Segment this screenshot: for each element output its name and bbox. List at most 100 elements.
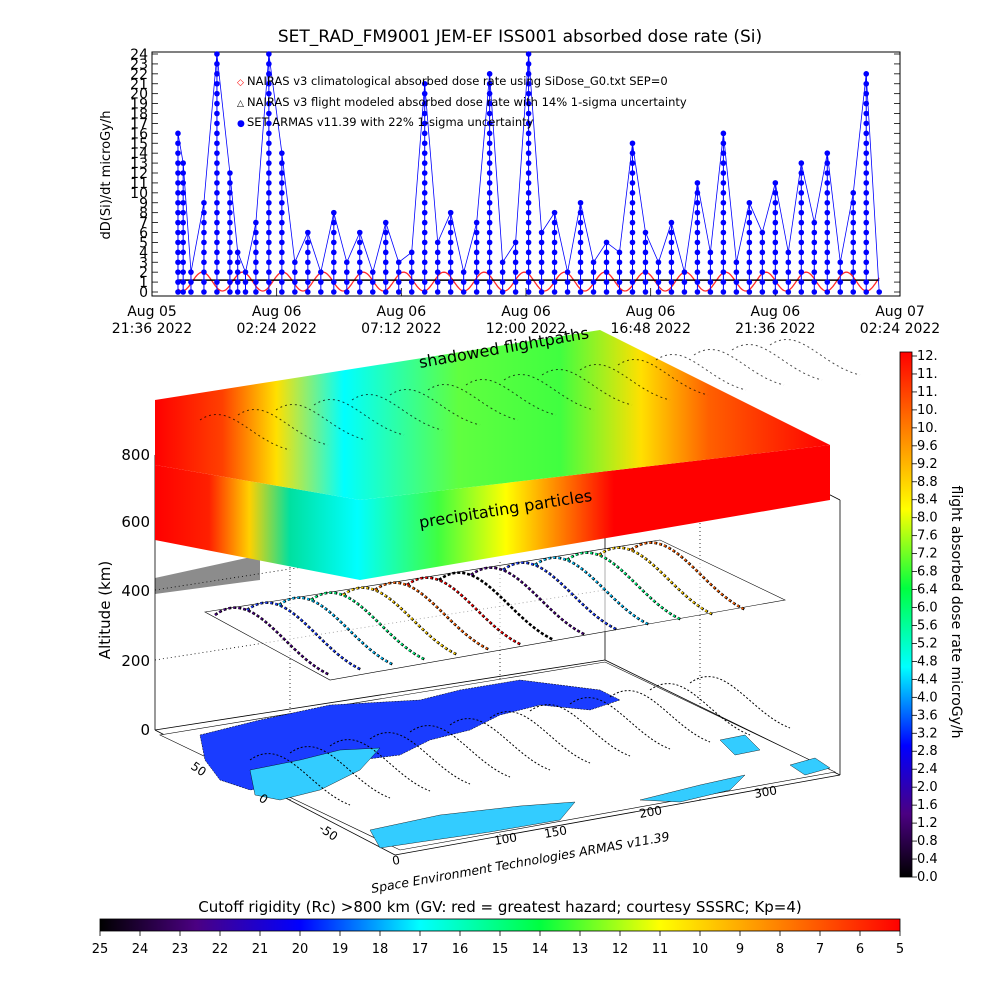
armas-point (180, 269, 186, 275)
armas-point (850, 219, 857, 226)
armas-point (201, 269, 207, 275)
armas-point (331, 259, 337, 266)
armas-point (253, 259, 259, 266)
armas-point (331, 239, 337, 246)
armas-point (525, 269, 532, 275)
armas-point (447, 249, 454, 256)
armas-point (421, 229, 428, 236)
armas-point (331, 229, 337, 236)
slab-stripe (503, 374, 595, 411)
armas-point (551, 229, 558, 236)
armas-point (629, 279, 636, 285)
armas-point (603, 249, 610, 256)
dose-colorbar-tick-label: 1.2 (917, 816, 938, 831)
armas-point (863, 160, 870, 166)
armas-point (759, 269, 766, 275)
armas-point (486, 120, 493, 127)
armas-point (227, 259, 233, 266)
armas-point (798, 279, 805, 285)
armas-point (720, 150, 727, 156)
armas-point (266, 259, 272, 266)
armas-point (266, 140, 272, 147)
armas-point (214, 239, 220, 246)
armas-point (214, 279, 220, 285)
rigidity-colorbar-ticks: 25 24 23 22 21 20 19 18 17 16 15 14 13 12 11 10 9 8 7 6 5 (92, 931, 904, 957)
armas-point (694, 259, 701, 266)
cutoff-rigidity-colorbar: Cutoff rigidity (Rc) >800 km (GV: red = … (92, 898, 904, 957)
armas-point (421, 140, 428, 147)
orbit-track-dose (246, 602, 363, 671)
armas-point (837, 279, 844, 285)
armas-point (707, 289, 714, 295)
armas-point (720, 180, 727, 186)
rigidity-colorbar-tick-label: 10 (692, 942, 709, 957)
armas-point (824, 180, 831, 186)
rigidity-colorbar-tick-label: 16 (452, 942, 469, 957)
armas-point (266, 209, 272, 216)
armas-point (824, 209, 831, 216)
armas-point (720, 140, 727, 147)
y-tick-label: 20 (130, 87, 148, 103)
armas-point (694, 219, 701, 226)
armas-point (214, 269, 220, 275)
armas-point (629, 289, 636, 295)
armas-point (811, 229, 818, 236)
armas-point (668, 269, 675, 275)
armas-point (824, 259, 831, 266)
armas-point (590, 279, 597, 285)
ground-track (249, 753, 351, 806)
slab-stripe (351, 394, 443, 431)
armas-point (616, 279, 623, 285)
armas-point (512, 279, 519, 285)
orbit-track-dose (630, 542, 747, 611)
slab-stripe (769, 339, 861, 376)
armas-point (824, 269, 831, 275)
armas-point (499, 279, 506, 285)
armas-point (242, 289, 249, 295)
x-tick-time: 02:24 2022 (236, 321, 316, 337)
armas-point (577, 269, 584, 275)
armas-point (447, 259, 454, 266)
armas-point (525, 190, 532, 196)
armas-point (473, 239, 480, 246)
armas-point (234, 279, 241, 285)
rigidity-colorbar-tick-label: 13 (572, 942, 589, 957)
armas-point (175, 249, 181, 256)
armas-point (525, 249, 532, 256)
dose-colorbar-tick-label: 2.4 (917, 762, 938, 777)
slab-stripe (731, 344, 823, 381)
armas-point (629, 209, 636, 216)
dose-colorbar-tick-label: 3.2 (917, 726, 938, 741)
armas-point (863, 150, 870, 156)
armas-point (382, 249, 389, 256)
armas-point (214, 180, 220, 186)
armas-point (369, 289, 376, 295)
armas-point (343, 269, 350, 275)
armas-point (863, 120, 870, 127)
armas-point (538, 259, 545, 266)
armas-point (279, 229, 285, 236)
armas-point (343, 279, 350, 285)
armas-point (214, 219, 220, 226)
dose-colorbar-tick-label: 5.6 (917, 618, 938, 633)
cutoff-rigidity-slab (155, 330, 861, 580)
armas-point (525, 229, 532, 236)
armas-point (798, 249, 805, 256)
armas-point (486, 239, 493, 246)
armas-point (421, 130, 428, 137)
y-tick-label: 17 (130, 116, 148, 132)
armas-point (473, 279, 480, 285)
orbit-track-dose (534, 557, 651, 626)
armas-point (331, 279, 337, 285)
dose-rate-colorbar: 12. 11. 11. 10. 10. 9.6 9.2 8.8 8.4 8.0 7.6 7.2 6.8 6… (899, 349, 964, 885)
armas-point (421, 239, 428, 246)
armas-point (214, 259, 220, 266)
armas-point (447, 269, 454, 275)
armas-point (214, 61, 220, 67)
orbit-track-dose (374, 582, 491, 651)
dose-colorbar-ticks: 12. 11. 11. 10. 10. 9.6 9.2 8.8 8.4 8.0 7.6 7.2 6.8 6… (912, 349, 938, 885)
ground-track (689, 676, 791, 729)
armas-point (214, 199, 220, 206)
armas-point (279, 239, 285, 246)
rigidity-colorbar-tick-label: 7 (816, 942, 824, 957)
